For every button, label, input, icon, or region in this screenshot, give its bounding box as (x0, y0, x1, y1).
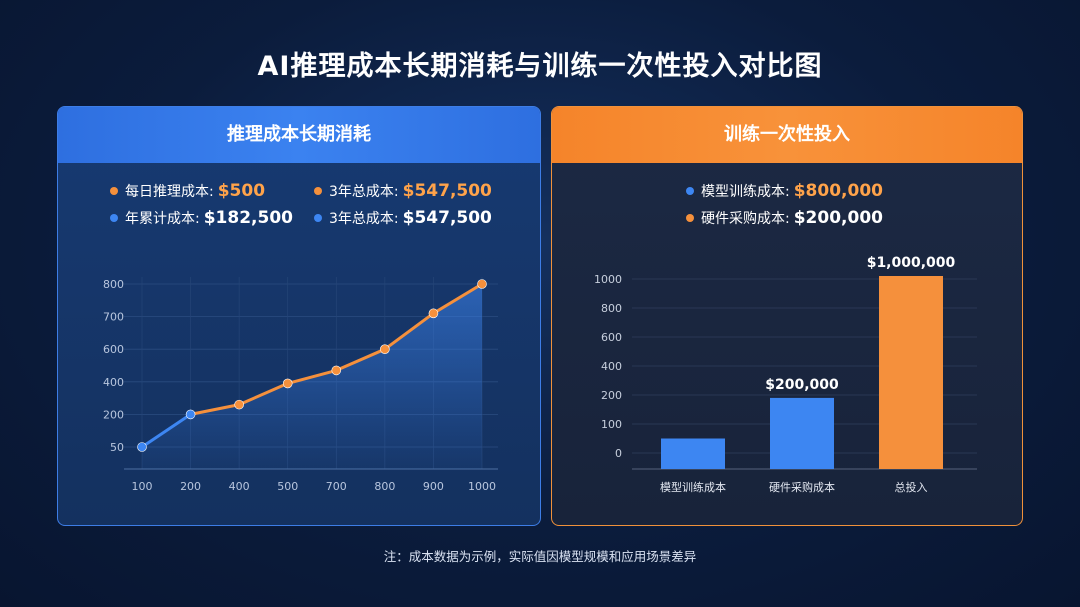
y-tick-label: 800 (601, 302, 622, 315)
legend-value: $547,500 (402, 181, 492, 201)
x-tick-label: 800 (374, 480, 395, 493)
legend-dot-icon (686, 214, 694, 222)
legend-label: 模型训练成本: (701, 184, 790, 200)
inference-cost-panel: 推理成本长期消耗 每日推理成本: $500 3年总成本: $547,500 年累计成… (57, 106, 541, 526)
data-point (137, 442, 147, 452)
data-point (185, 409, 196, 420)
y-tick-label: 200 (103, 408, 124, 421)
x-category-label: 硬件采购成本 (769, 480, 835, 494)
x-tick-label: 1000 (468, 480, 496, 493)
legend-value: $800,000 (793, 181, 883, 201)
x-tick-label: 200 (180, 480, 201, 493)
data-point (331, 365, 342, 376)
x-tick-label: 100 (132, 480, 153, 493)
y-tick-label: 1000 (594, 273, 622, 286)
training-bar-chart: 0 100 200 400 600 800 1000 模型训练成本 $200,000 硬件采购成本… (594, 255, 977, 494)
y-tick-label: 400 (601, 360, 622, 373)
data-point (428, 308, 439, 319)
legend-dot-icon (110, 214, 118, 222)
bar-data-label: $200,000 (765, 377, 839, 393)
training-panel-header: 训练一次性投入 (552, 107, 1022, 163)
training-cost-panel: 训练一次性投入 模型训练成本: $800,000 硬件采购成本: $200,000 … (551, 106, 1023, 526)
x-tick-label: 900 (423, 480, 444, 493)
bar-data-label: $1,000,000 (867, 255, 956, 271)
legend-dot-icon (314, 214, 322, 222)
y-tick-label: 400 (103, 376, 124, 389)
x-category-label: 总投入 (895, 480, 928, 494)
legend-label: 3年总成本: (329, 211, 399, 227)
line-segment (431, 282, 484, 315)
data-point (282, 378, 293, 389)
x-tick-label: 400 (229, 480, 250, 493)
legend-item-hardware: 硬件采购成本: $200,000 (686, 208, 883, 228)
line-segment (237, 381, 290, 407)
x-category-label: 模型训练成本 (660, 480, 726, 494)
y-tick-label: 800 (103, 278, 124, 291)
y-tick-label: 50 (110, 441, 124, 454)
legend-dot-icon (686, 187, 694, 195)
legend-item-daily-cost: 每日推理成本: $500 (110, 181, 265, 201)
line-segment (189, 403, 241, 416)
legend-value: $500 (217, 181, 266, 201)
data-point (234, 399, 244, 410)
area-fill (142, 284, 482, 469)
line-segment (140, 412, 193, 449)
line-segment (334, 347, 387, 372)
legend-label: 硬件采购成本: (701, 211, 790, 227)
legend-label: 3年总成本: (329, 184, 399, 200)
y-tick-label: 600 (103, 343, 124, 356)
legend-item-3yr-total-blue: 3年总成本: $547,500 (314, 208, 492, 228)
legend-dot-icon (110, 187, 118, 195)
y-tick-label: 0 (615, 447, 622, 460)
legend-value: $200,000 (793, 208, 883, 228)
page-title: AI推理成本长期消耗与训练一次性投入对比图 (257, 51, 823, 82)
footnote: 注：成本数据为示例，实际值因模型规模和应用场景差异 (383, 549, 697, 564)
legend-item-model-training: 模型训练成本: $800,000 (686, 181, 883, 201)
legend-item-annual-cost: 年累计成本: $182,500 (110, 208, 293, 228)
legend-label: 每日推理成本: (125, 184, 214, 200)
legend-value: $547,500 (402, 208, 492, 228)
bar (879, 276, 943, 469)
line-segment (286, 368, 338, 385)
data-point (380, 344, 390, 354)
y-tick-label: 700 (103, 311, 124, 324)
legend-item-3yr-total-orange: 3年总成本: $547,500 (314, 181, 492, 201)
y-tick-label: 100 (601, 418, 622, 431)
line-segment (383, 311, 435, 351)
legend-label: 年累计成本: (125, 211, 200, 227)
data-point (477, 279, 487, 289)
y-tick-label: 200 (601, 389, 622, 402)
y-tick-label: 600 (601, 331, 622, 344)
bar (770, 397, 834, 469)
legend-dot-icon (314, 187, 322, 195)
inference-line-chart: 50 200 400 600 700 800 100 200 400 500 700 800 900 10… (103, 277, 498, 493)
x-tick-label: 700 (326, 480, 347, 493)
inference-panel-header: 推理成本长期消耗 (58, 107, 540, 163)
legend-value: $182,500 (203, 208, 293, 228)
bar (661, 438, 725, 469)
x-tick-label: 500 (277, 480, 298, 493)
